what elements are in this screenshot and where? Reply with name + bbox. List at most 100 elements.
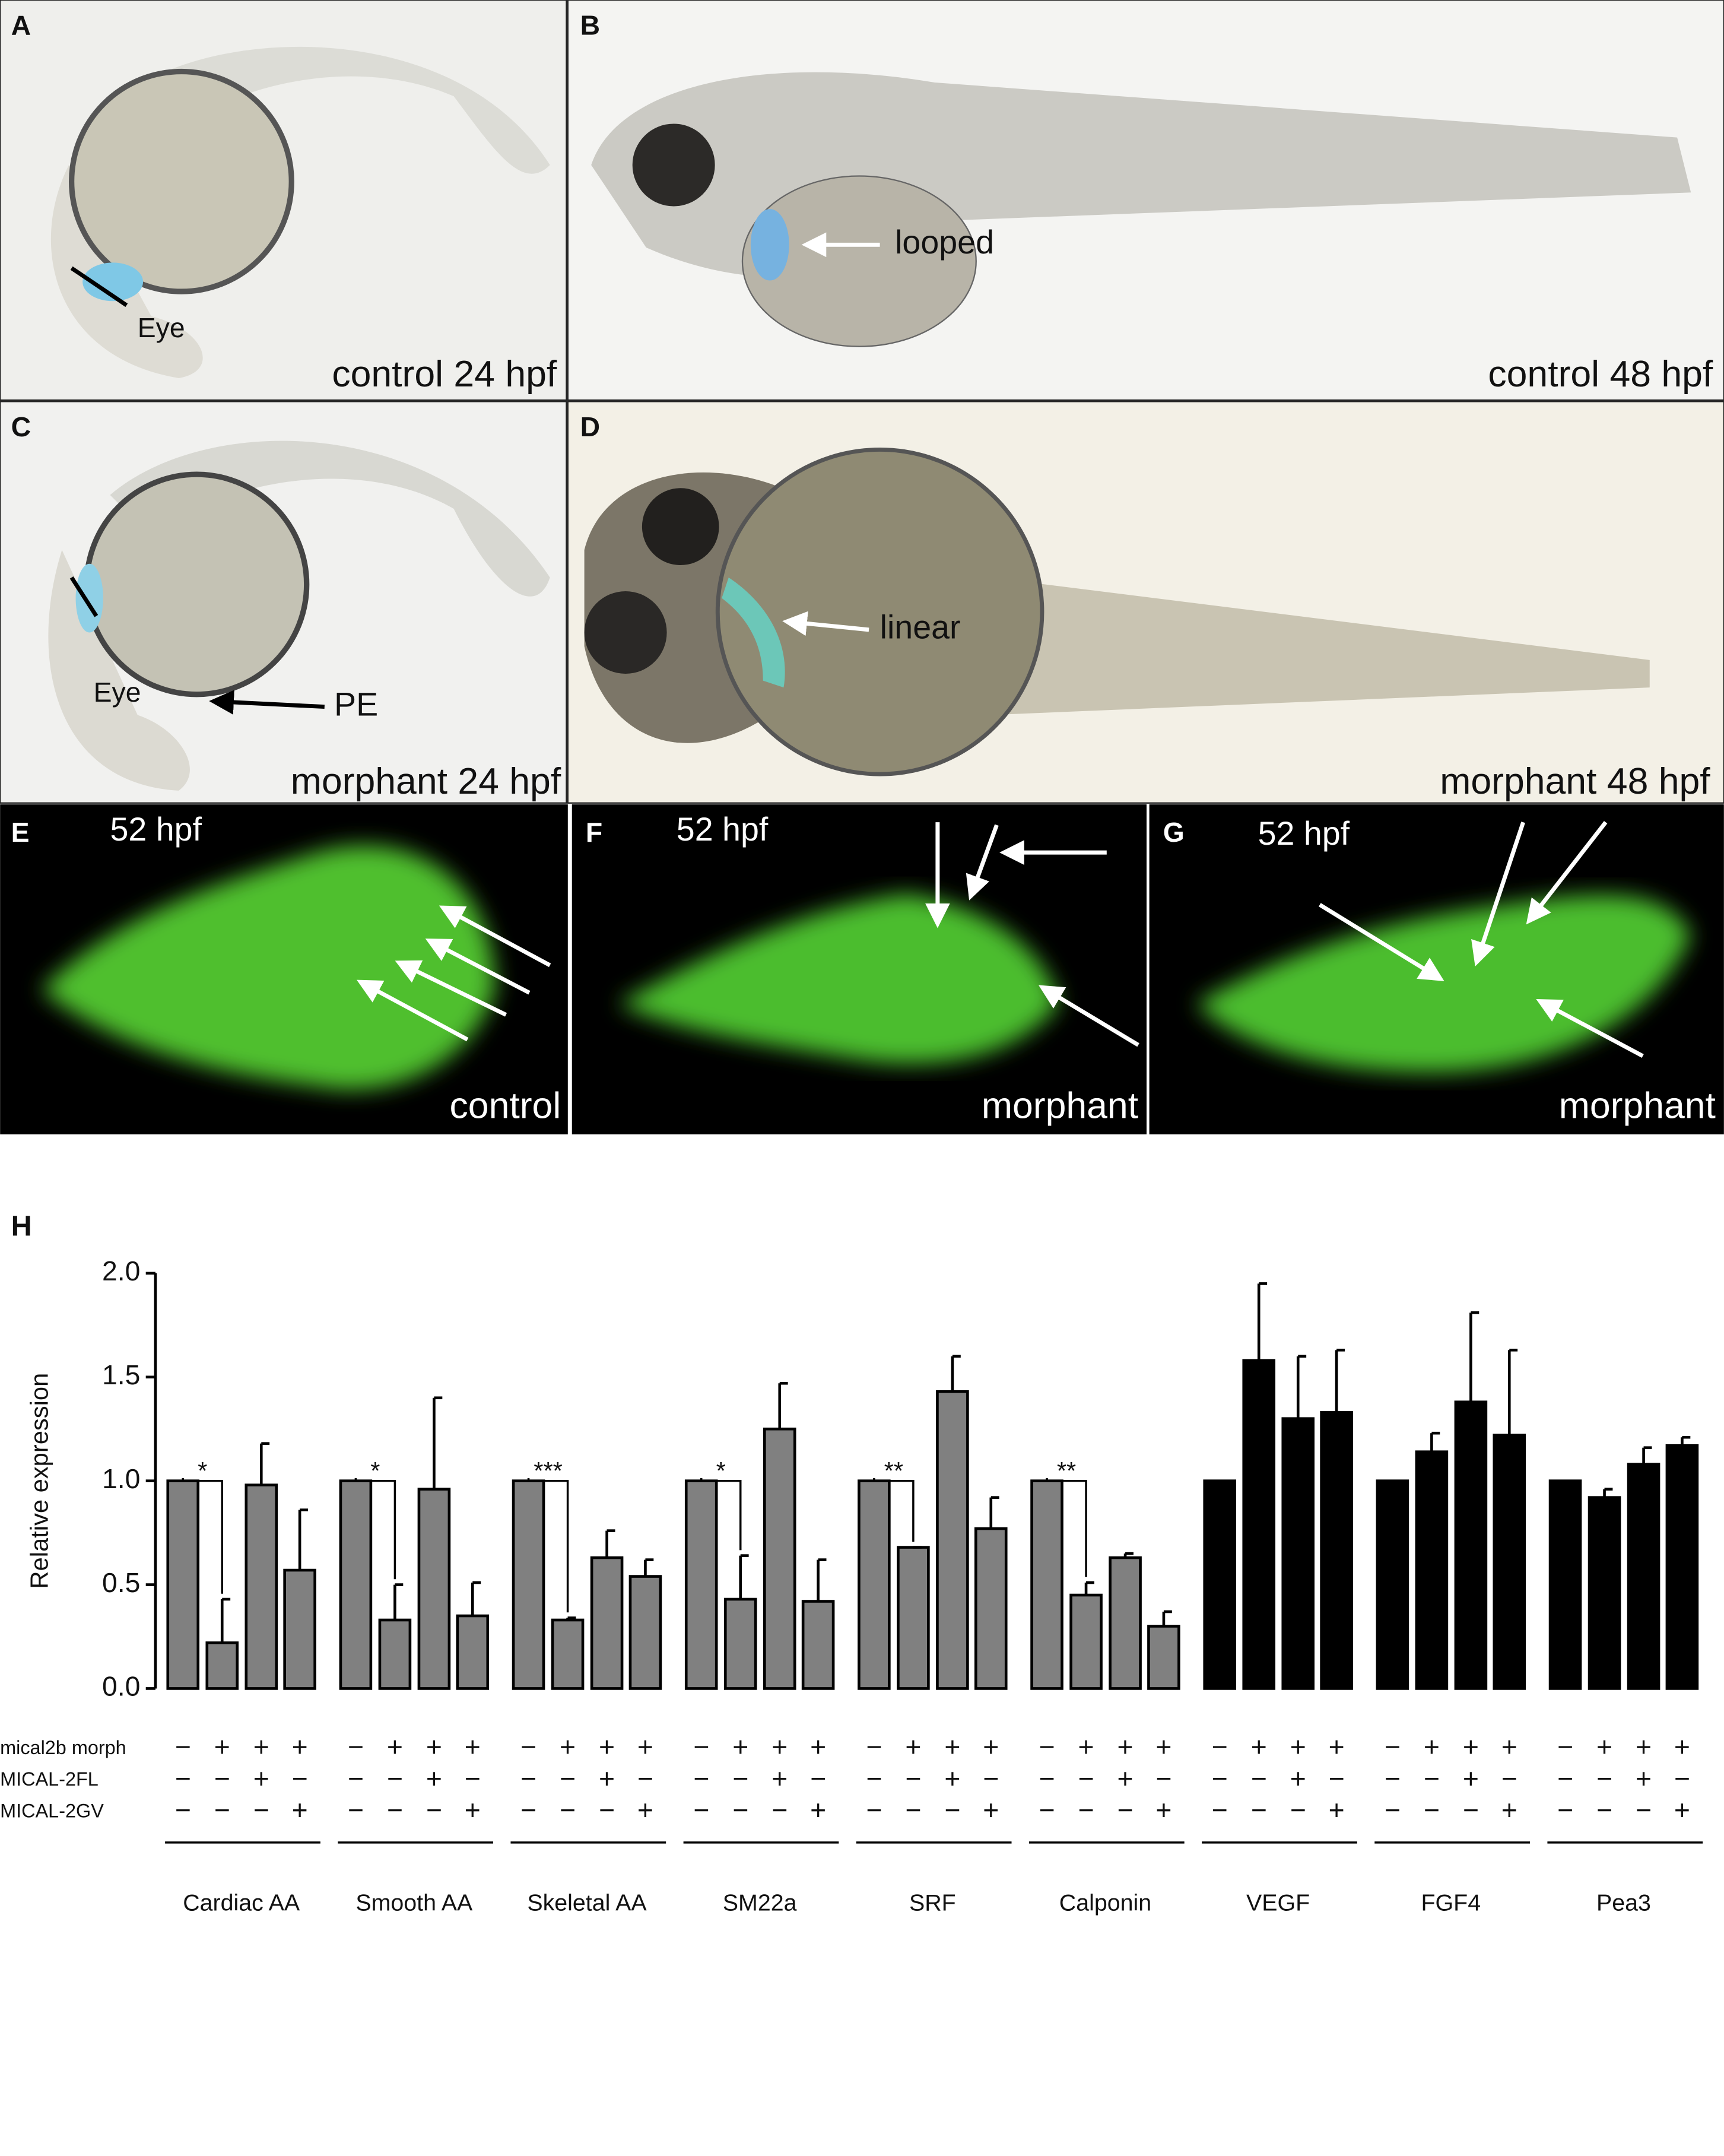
bar xyxy=(339,1479,373,1690)
condition-sign: + xyxy=(1117,1763,1134,1794)
condition-sign: + xyxy=(1078,1732,1094,1762)
yolk xyxy=(84,471,310,697)
group-label: SM22a xyxy=(723,1890,797,1916)
condition-sign: − xyxy=(693,1732,709,1762)
bar xyxy=(801,1600,835,1690)
y-tick-label: 2.0 xyxy=(102,1255,140,1286)
bar xyxy=(456,1614,490,1690)
stage-label: 52 hpf xyxy=(110,811,202,848)
fluorescence xyxy=(41,845,496,1090)
condition-sign: + xyxy=(387,1732,403,1762)
condition-sign: − xyxy=(693,1763,709,1794)
condition-sign: − xyxy=(983,1763,999,1794)
significance-bracket xyxy=(527,1478,569,1613)
y-axis-title: Relative expression xyxy=(26,1373,53,1589)
condition-sign: − xyxy=(1501,1763,1517,1794)
heart-stain xyxy=(750,209,789,281)
condition-sign: − xyxy=(1463,1794,1479,1825)
condition-sign: − xyxy=(732,1794,748,1825)
condition-sign: − xyxy=(905,1763,921,1794)
condition-sign: + xyxy=(1463,1732,1479,1762)
condition-sign: − xyxy=(348,1732,364,1762)
bar xyxy=(1109,1556,1142,1690)
yolk xyxy=(741,175,977,347)
condition-label: MICAL-2GV xyxy=(0,1800,104,1821)
condition-sign: − xyxy=(1424,1794,1440,1825)
condition-sign: + xyxy=(253,1732,269,1762)
condition-sign: + xyxy=(465,1794,481,1825)
condition-sign: + xyxy=(905,1732,921,1762)
condition-sign: − xyxy=(175,1732,191,1762)
condition-sign: + xyxy=(637,1732,653,1762)
arrow xyxy=(209,690,325,715)
condition-sign: + xyxy=(1501,1732,1517,1762)
marker-line xyxy=(70,266,128,307)
condition-sign: + xyxy=(1501,1794,1517,1825)
condition-sign: − xyxy=(560,1794,576,1825)
condition-sign: − xyxy=(1212,1794,1228,1825)
bar xyxy=(684,1479,718,1690)
panel-d: D linear morphant 48 hpf xyxy=(567,401,1724,804)
heart-stain xyxy=(722,577,785,688)
condition-sign: − xyxy=(866,1763,882,1794)
condition-sign: − xyxy=(348,1763,364,1794)
bar xyxy=(897,1546,930,1690)
condition-sign: + xyxy=(253,1763,269,1794)
panel-a: A Eye control 24 hpf xyxy=(0,0,567,401)
group-label: Skeletal AA xyxy=(527,1890,647,1916)
condition-sign: + xyxy=(1463,1763,1479,1794)
marker-line xyxy=(69,576,99,617)
tail-shape xyxy=(123,46,550,174)
condition-sign: + xyxy=(426,1732,442,1762)
bar xyxy=(723,1597,757,1690)
condition-sign: − xyxy=(1385,1732,1401,1762)
condition-sign: + xyxy=(465,1732,481,1762)
bar xyxy=(1203,1479,1237,1690)
panel-g: G 52 hpf morphant xyxy=(1149,804,1724,1134)
bar xyxy=(1454,1400,1488,1690)
heart-stain xyxy=(75,563,103,633)
yolk xyxy=(715,447,1044,776)
condition-sign: − xyxy=(771,1794,788,1825)
condition-sign: + xyxy=(983,1732,999,1762)
group-label: Calponin xyxy=(1059,1890,1151,1916)
significance-bracket xyxy=(1046,1478,1087,1577)
condition-sign: − xyxy=(1117,1794,1134,1825)
condition-sign: − xyxy=(1636,1794,1652,1825)
condition-sign: − xyxy=(560,1763,576,1794)
condition-sign: + xyxy=(1674,1794,1690,1825)
condition-sign: + xyxy=(810,1794,826,1825)
label: PE xyxy=(334,686,378,722)
condition-sign: + xyxy=(1155,1794,1171,1825)
condition-sign: − xyxy=(1251,1763,1267,1794)
condition-sign: + xyxy=(1329,1732,1345,1762)
panel-b: B looped control 48 hpf xyxy=(567,0,1724,401)
caption: morphant xyxy=(1559,1085,1716,1126)
arrows xyxy=(356,905,551,1042)
condition-sign: + xyxy=(1636,1763,1652,1794)
bar xyxy=(1493,1434,1526,1690)
condition-sign: − xyxy=(1385,1794,1401,1825)
eye xyxy=(632,123,715,207)
condition-sign: − xyxy=(253,1794,269,1825)
significance-label: *** xyxy=(534,1457,563,1485)
condition-sign: − xyxy=(1251,1794,1267,1825)
condition-sign: + xyxy=(637,1794,653,1825)
bar xyxy=(1030,1479,1063,1690)
condition-sign: − xyxy=(520,1794,536,1825)
panel-letter: D xyxy=(580,411,600,442)
panel-letter: B xyxy=(580,10,600,41)
bar xyxy=(1242,1359,1276,1690)
bar xyxy=(763,1427,796,1690)
panel-letter: A xyxy=(11,10,31,41)
condition-sign: + xyxy=(1290,1763,1306,1794)
condition-sign: + xyxy=(1636,1732,1652,1762)
panel-e: E 52 hpf control xyxy=(0,804,568,1134)
group-label: Pea3 xyxy=(1596,1890,1651,1916)
condition-sign: − xyxy=(214,1763,230,1794)
group-label: VEGF xyxy=(1246,1890,1310,1916)
condition-sign: − xyxy=(348,1794,364,1825)
tail-shape xyxy=(989,577,1650,715)
condition-sign: + xyxy=(1117,1732,1134,1762)
